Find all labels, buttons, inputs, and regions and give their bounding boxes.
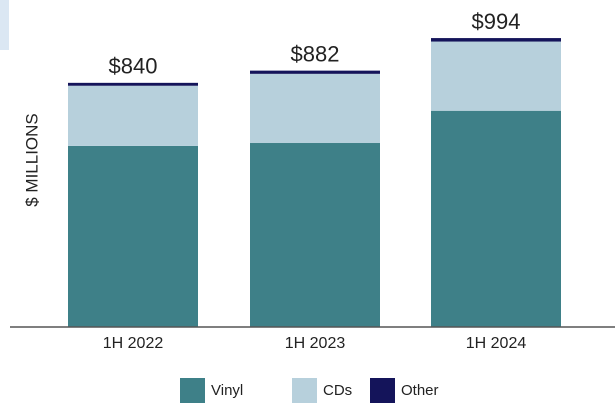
y-axis-label: $ MILLIONS <box>22 113 41 207</box>
x-tick-label: 1H 2024 <box>466 335 527 352</box>
legend-swatch <box>292 378 317 403</box>
total-label: $994 <box>472 9 521 34</box>
bar-segment <box>68 82 198 86</box>
bar-segment <box>250 73 380 144</box>
bar-segment <box>431 110 561 327</box>
bar-segment <box>250 70 380 74</box>
bar-segment <box>431 41 561 111</box>
total-label: $840 <box>109 54 158 79</box>
bar-segment <box>250 143 380 327</box>
x-tick-label: 1H 2022 <box>103 335 164 352</box>
bar-segment <box>68 145 198 327</box>
legend-label: Vinyl <box>211 382 243 399</box>
bar-segment <box>68 85 198 146</box>
total-label: $882 <box>291 41 340 66</box>
bar-segment <box>431 38 561 42</box>
legend-label: CDs <box>323 382 352 399</box>
legend-swatch <box>180 378 205 403</box>
x-tick-label: 1H 2023 <box>285 335 346 352</box>
legend-label: Other <box>401 382 439 399</box>
legend-swatch <box>370 378 395 403</box>
corner-decoration <box>0 0 9 50</box>
